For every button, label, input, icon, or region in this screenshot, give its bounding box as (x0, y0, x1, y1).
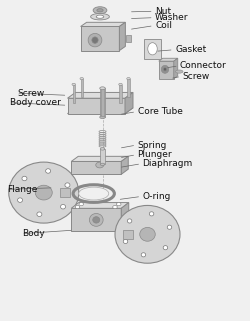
Ellipse shape (72, 83, 76, 85)
Text: Screw: Screw (182, 72, 210, 81)
Polygon shape (80, 27, 120, 51)
Bar (81, 79, 83, 97)
Polygon shape (68, 98, 125, 114)
Ellipse shape (96, 162, 104, 168)
Ellipse shape (148, 43, 157, 55)
Ellipse shape (167, 225, 172, 229)
Ellipse shape (90, 213, 103, 226)
Ellipse shape (115, 205, 180, 263)
Polygon shape (121, 203, 129, 231)
Ellipse shape (100, 116, 105, 119)
Ellipse shape (9, 162, 79, 223)
Ellipse shape (88, 33, 102, 47)
Ellipse shape (96, 15, 104, 18)
Ellipse shape (100, 148, 105, 150)
Ellipse shape (75, 205, 80, 209)
Ellipse shape (65, 183, 70, 187)
Ellipse shape (35, 185, 52, 200)
Ellipse shape (140, 227, 155, 241)
Polygon shape (71, 156, 128, 161)
Ellipse shape (90, 13, 110, 20)
Ellipse shape (149, 212, 154, 216)
Bar (128, 79, 130, 97)
Ellipse shape (127, 219, 132, 223)
Ellipse shape (79, 187, 109, 200)
Ellipse shape (100, 163, 105, 166)
Ellipse shape (37, 212, 42, 216)
Ellipse shape (93, 217, 100, 223)
Text: Washer: Washer (155, 13, 188, 22)
Text: Nut: Nut (155, 7, 171, 16)
Ellipse shape (161, 65, 169, 73)
Polygon shape (125, 92, 133, 114)
Ellipse shape (113, 205, 117, 209)
Bar (101, 89, 104, 116)
Bar (123, 230, 133, 239)
Ellipse shape (97, 9, 103, 12)
Ellipse shape (123, 239, 128, 244)
Text: Connector: Connector (180, 61, 227, 70)
Bar (120, 85, 122, 103)
Ellipse shape (18, 198, 22, 202)
Bar (73, 85, 75, 103)
Bar (60, 188, 70, 197)
Polygon shape (80, 22, 126, 27)
Text: O-ring: O-ring (142, 192, 171, 201)
Text: Spring: Spring (138, 141, 167, 150)
Ellipse shape (176, 70, 183, 73)
Polygon shape (71, 203, 129, 208)
Polygon shape (159, 61, 174, 79)
Ellipse shape (80, 77, 84, 80)
Ellipse shape (79, 203, 84, 206)
Ellipse shape (46, 169, 51, 173)
Text: Plunger: Plunger (138, 150, 172, 159)
Polygon shape (174, 58, 178, 79)
Text: Coil: Coil (155, 21, 172, 30)
Ellipse shape (116, 203, 121, 206)
Polygon shape (68, 108, 133, 114)
Ellipse shape (22, 176, 27, 181)
Text: Diaphragm: Diaphragm (142, 159, 193, 168)
Polygon shape (71, 208, 121, 231)
Ellipse shape (60, 204, 66, 209)
Polygon shape (68, 92, 133, 98)
Polygon shape (144, 39, 161, 59)
Polygon shape (71, 161, 121, 174)
Text: Gasket: Gasket (175, 45, 206, 54)
Ellipse shape (100, 87, 105, 90)
Ellipse shape (127, 77, 130, 80)
Bar (126, 35, 131, 42)
Polygon shape (121, 156, 128, 174)
Bar (100, 149, 105, 164)
Ellipse shape (141, 253, 146, 257)
Ellipse shape (92, 37, 98, 43)
Ellipse shape (164, 68, 166, 71)
Text: Screw: Screw (18, 89, 45, 98)
Polygon shape (159, 58, 178, 61)
Polygon shape (120, 22, 126, 51)
Text: Body cover: Body cover (10, 98, 61, 107)
Text: Flange: Flange (8, 185, 38, 194)
Bar (100, 88, 105, 117)
Text: Body: Body (22, 229, 45, 238)
Ellipse shape (119, 83, 122, 85)
Ellipse shape (163, 246, 168, 250)
Ellipse shape (93, 7, 107, 14)
Text: Core Tube: Core Tube (138, 107, 182, 116)
